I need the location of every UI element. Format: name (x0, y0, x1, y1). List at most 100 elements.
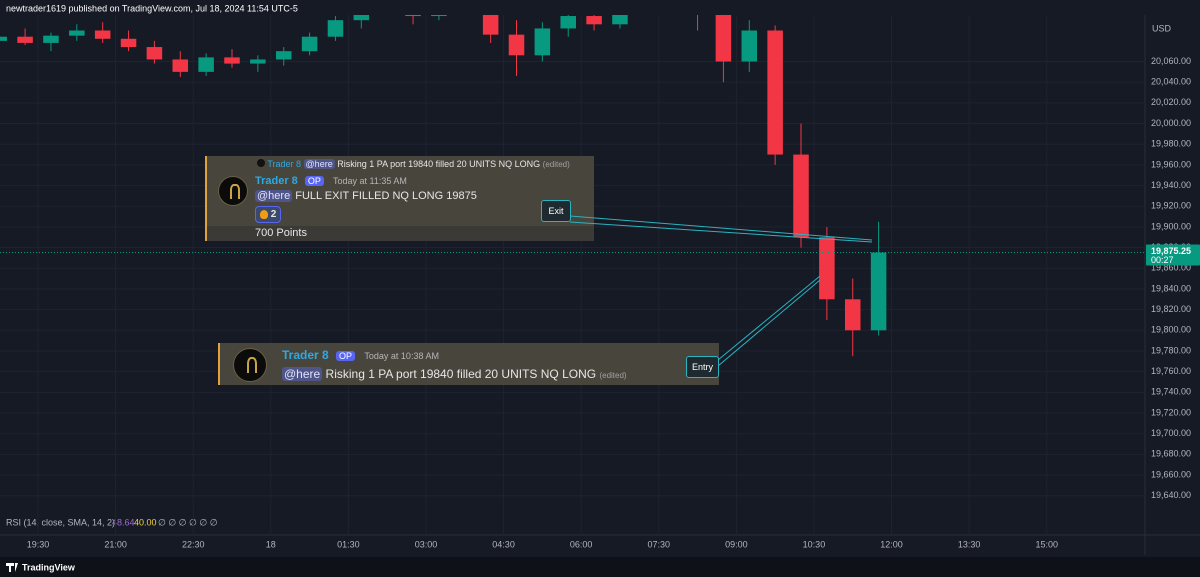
x-tick-label: 13:30 (958, 539, 981, 549)
reaction[interactable]: 2 (255, 206, 282, 223)
x-tick-label: 04:30 (492, 539, 515, 549)
x-tick-label: 10:30 (803, 539, 826, 549)
x-tick-label: 21:00 (104, 539, 127, 549)
candle-body (844, 299, 861, 331)
timestamp: Today at 10:38 AM (364, 351, 439, 361)
candle-body (94, 30, 111, 39)
message-text: FULL EXIT FILLED NQ LONG 19875 (295, 190, 477, 202)
y-tick-label: 19,640.00 (1151, 490, 1191, 500)
x-tick-label: 01:30 (337, 539, 360, 549)
y-tick-label: 20,040.00 (1151, 77, 1191, 87)
reaction-count: 2 (270, 209, 277, 220)
tv-logo (6, 563, 18, 572)
points: 700 Points (255, 227, 307, 239)
candle-body (405, 15, 421, 17)
y-tick-label: 19,820.00 (1151, 304, 1191, 314)
candle-body (741, 30, 758, 62)
y-tick-label: 20,000.00 (1151, 118, 1191, 128)
message-text: Risking 1 PA port 19840 filled 20 UNITS … (325, 367, 597, 381)
message-header: Trader 8 OP Today at 11:35 AM (255, 175, 407, 187)
candle-body (457, 0, 473, 2)
footer-row: 700 Points (207, 226, 594, 241)
candle-body (612, 15, 628, 25)
candle-body (431, 15, 447, 17)
candle-body (43, 35, 59, 43)
avatar (218, 176, 248, 206)
currency: USD (1152, 23, 1172, 33)
rsi-level: 40.00 (134, 517, 157, 527)
footer-brand: TradingView (22, 562, 76, 572)
rsi-empty: ∅ ∅ ∅ ∅ ∅ ∅ (158, 517, 218, 527)
y-tick-label: 19,680.00 (1151, 449, 1191, 459)
candle-body (250, 59, 266, 64)
author: Trader 8 (282, 348, 329, 362)
reply-author: Trader 8 (267, 159, 302, 169)
candle-body (870, 252, 887, 331)
y-tick-label: 19,720.00 (1151, 407, 1191, 417)
reply-mention: @here (303, 159, 335, 169)
candle-body (224, 57, 240, 64)
candle-body (534, 28, 551, 56)
x-tick-label: 18 (266, 539, 276, 549)
candle-body (586, 16, 602, 25)
rsi-label: RSI (14, close, SMA, 14, 2) (6, 517, 115, 527)
x-tick-label: 12:00 (880, 539, 903, 549)
entry-label: Entry (686, 356, 719, 378)
y-tick-label: 19,940.00 (1151, 180, 1191, 190)
reply-edited: (edited) (542, 160, 570, 169)
price-tag-label: 19,875.25 (1151, 246, 1191, 256)
candle-body (301, 36, 318, 52)
y-tick-label: 19,900.00 (1151, 221, 1191, 231)
candle-body (353, 15, 370, 21)
candle-body (120, 38, 137, 48)
footer-bar (0, 557, 1200, 577)
badge: OP (304, 176, 324, 186)
price-axis (1145, 15, 1200, 535)
y-tick-label: 19,760.00 (1151, 366, 1191, 376)
candle-body (482, 15, 499, 35)
x-tick-label: 19:30 (27, 539, 50, 549)
message-body: @here FULL EXIT FILLED NQ LONG 19875 (255, 190, 477, 202)
mention: @here (282, 367, 323, 381)
y-tick-label: 19,840.00 (1151, 283, 1191, 293)
y-tick-label: 19,920.00 (1151, 201, 1191, 211)
y-tick-label: 19,780.00 (1151, 345, 1191, 355)
price-tag (1146, 244, 1200, 266)
x-tick-label: 15:00 (1035, 539, 1058, 549)
y-tick-label: 19,660.00 (1151, 469, 1191, 479)
y-tick-label: 20,060.00 (1151, 56, 1191, 66)
x-tick-label: 03:00 (415, 539, 438, 549)
header: newtrader1619 published on TradingView.c… (6, 3, 298, 13)
x-tick-label: 07:30 (647, 539, 670, 549)
timestamp: Today at 11:35 AM (332, 176, 407, 186)
candle-body (275, 51, 292, 60)
candle-body (17, 36, 33, 43)
message-header: Trader 8 OP Today at 10:38 AM (282, 348, 439, 362)
candle-body (198, 57, 214, 72)
avatar (233, 348, 267, 382)
edited: (edited) (599, 371, 627, 380)
x-tick-label: 06:00 (570, 539, 593, 549)
y-tick-label: 19,980.00 (1151, 139, 1191, 149)
x-tick-label: 22:30 (182, 539, 205, 549)
grid (0, 15, 1145, 535)
candle-body (0, 36, 7, 41)
badge: OP (336, 351, 356, 361)
y-tick-label: 19,700.00 (1151, 428, 1191, 438)
candle-body (819, 237, 835, 300)
candle-body (327, 20, 344, 37)
candle-body (690, 0, 706, 12)
candle-body (767, 30, 783, 155)
y-tick-label: 19,860.00 (1151, 263, 1191, 273)
y-tick-label: 19,800.00 (1151, 325, 1191, 335)
candle-body (172, 59, 189, 72)
reply-text: Risking 1 PA port 19840 filled 20 UNITS … (337, 159, 541, 169)
candle-body (715, 15, 732, 62)
countdown: 00:27 (1151, 255, 1174, 265)
message: Trader 8 OP Today at 10:38 AM @here Risk… (218, 343, 719, 385)
message: Trader 8 @here Risking 1 PA port 19840 f… (205, 156, 594, 241)
y-tick-label: 19,740.00 (1151, 387, 1191, 397)
candle-body (560, 16, 576, 29)
exit-label: Exit (541, 200, 571, 222)
